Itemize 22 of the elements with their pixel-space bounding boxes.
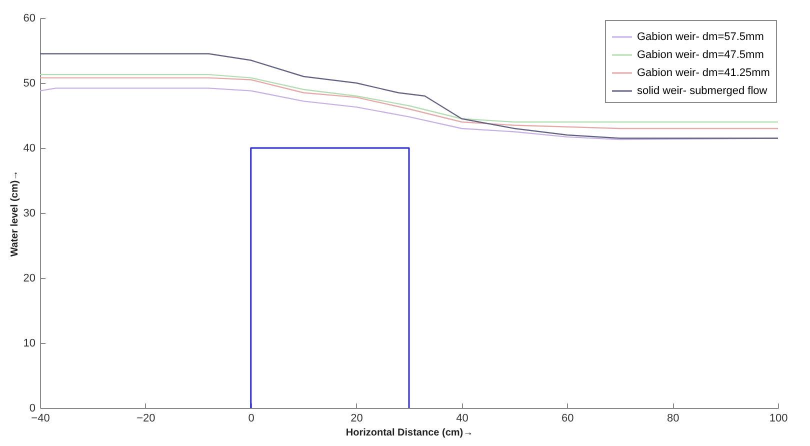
x-axis-title: Horizontal Distance (cm)→	[346, 428, 474, 438]
legend-label: Gabion weir- dm=47.5mm	[637, 49, 764, 61]
y-tick-label: 10	[23, 338, 36, 350]
y-tick-label: 40	[23, 142, 36, 154]
x-tick-label: 0	[248, 412, 254, 424]
y-axis-title: Water level (cm)→	[9, 170, 20, 257]
legend-label: Gabion weir- dm=57.5mm	[637, 31, 764, 43]
x-tick-label: −20	[136, 412, 156, 424]
x-tick-label: 60	[562, 412, 574, 424]
y-tick-label: 20	[23, 272, 36, 284]
legend-label: Gabion weir- dm=41.25mm	[637, 67, 770, 79]
y-tick-label: 30	[23, 208, 36, 220]
x-tick-label: 20	[350, 412, 363, 424]
y-tick-label: 0	[29, 402, 36, 414]
y-tick-label: 60	[23, 12, 36, 24]
x-tick-label: 80	[666, 412, 680, 424]
y-tick-label: 50	[23, 78, 36, 90]
legend-label: solid weir- submerged flow	[637, 85, 768, 97]
x-tick-label: 100	[769, 412, 788, 424]
line-series	[39, 77, 779, 130]
x-tick-label: −40	[31, 412, 50, 424]
x-tick-label: 40	[456, 412, 468, 424]
